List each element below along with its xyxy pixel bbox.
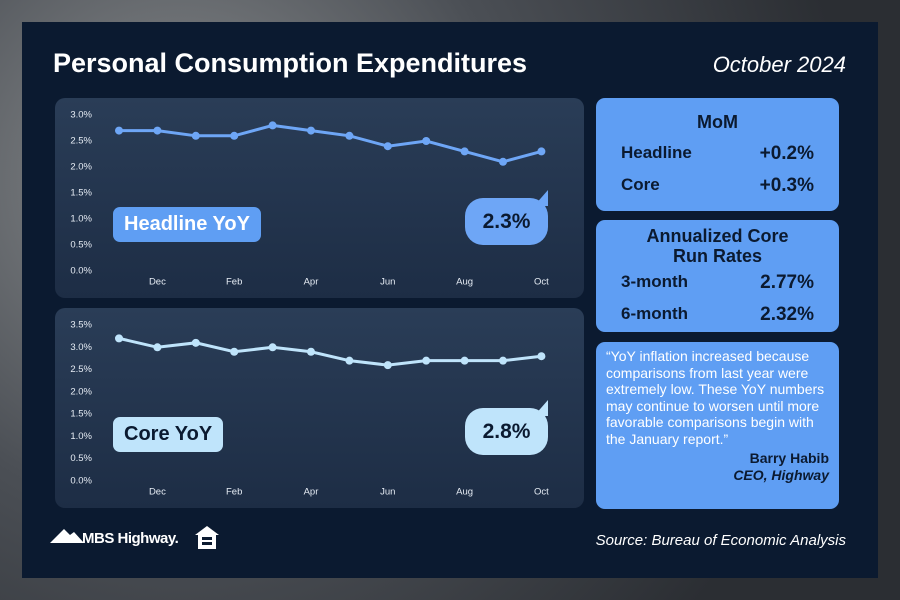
x-tick-label: Jun — [380, 487, 395, 498]
data-point — [307, 126, 315, 135]
y-tick-label: 1.5% — [70, 409, 92, 420]
x-tick-label: Jun — [380, 277, 395, 288]
y-tick-label: 2.5% — [70, 364, 92, 375]
x-tick-label: Feb — [226, 277, 242, 288]
data-point — [383, 361, 392, 370]
quote-box: “YoY inflation increased because compari… — [596, 342, 839, 509]
row: 6-month 2.32% — [596, 304, 839, 326]
page-title: Personal Consumption Expenditures — [53, 48, 528, 78]
quote-author: Barry Habib — [749, 450, 829, 466]
row: Core +0.3% — [596, 175, 839, 197]
data-point — [422, 137, 431, 145]
y-tick-label: 3.0% — [70, 110, 92, 121]
data-point — [268, 121, 277, 130]
series-line — [118, 336, 542, 367]
data-point — [383, 142, 392, 151]
y-tick-label: 1.0% — [70, 214, 92, 225]
value: +0.2% — [759, 143, 814, 164]
equal-housing-icon — [195, 526, 219, 549]
data-point — [230, 347, 239, 356]
data-point — [153, 343, 162, 352]
chart-panel: 0.0% 0.5% 1.0% 1.5% 2.0% 2.5% 3.0% Dec Feb Apr Jun… — [55, 98, 584, 298]
mom-box: MoM Headline +0.2% Core +0.3% — [596, 98, 839, 211]
label: Headline — [621, 143, 692, 162]
y-tick-label: 2.0% — [70, 386, 92, 397]
data-point — [499, 157, 507, 166]
data-point — [460, 147, 469, 156]
label: 6-month — [621, 304, 689, 323]
x-tick-label: Apr — [304, 487, 319, 498]
quote-role: CEO, Highway — [733, 466, 829, 483]
y-tick-label: 0.5% — [70, 453, 92, 464]
data-point — [153, 126, 162, 135]
row: 3-month 2.77% — [596, 272, 839, 294]
x-tick-label: Oct — [534, 277, 549, 288]
y-tick-label: 3.0% — [70, 342, 92, 353]
label: Core — [621, 175, 660, 194]
data-point — [191, 338, 200, 347]
y-tick-label: 1.5% — [70, 188, 92, 199]
data-point — [115, 334, 123, 343]
data-point — [499, 356, 507, 365]
date: October 2024 — [712, 52, 846, 77]
data-point — [115, 126, 123, 135]
value: +0.3% — [759, 175, 814, 196]
x-tick-label: Dec — [149, 277, 166, 288]
y-tick-label: 2.0% — [70, 162, 92, 173]
quote-text: “YoY inflation increased because compari… — [606, 348, 825, 447]
series-line — [119, 123, 542, 164]
y-tick-label: 2.5% — [70, 136, 92, 147]
data-point — [537, 147, 546, 156]
box-title: MoM — [697, 112, 738, 132]
x-tick-label: Oct — [534, 487, 549, 498]
value: 2.77% — [760, 272, 814, 293]
logo: MBS Highway. — [82, 530, 179, 547]
card: Personal Consumption Expenditures Octobe… — [22, 22, 878, 578]
chart-panel: 0.0% 0.5% 1.0% 1.5% 2.0% 2.5% 3.0% 3.5% Dec Feb Ap… — [55, 308, 584, 508]
data-point — [268, 343, 277, 352]
y-tick-label: 3.5% — [70, 320, 92, 331]
row: Headline +0.2% — [596, 143, 839, 165]
chart: 0.0% 0.5% 1.0% 1.5% 2.0% 2.5% 3.0% Dec Feb Apr Jun… — [70, 110, 549, 288]
box-title: Annualized Core Run Rates — [646, 226, 789, 266]
data-point — [537, 352, 546, 361]
y-tick-label: 0.5% — [70, 240, 92, 251]
data-point — [422, 356, 431, 365]
data-point — [460, 356, 469, 365]
label: 3-month — [621, 272, 689, 291]
y-tick-label: 0.0% — [70, 266, 92, 277]
y-tick-label: 0.0% — [70, 476, 92, 487]
data-point — [345, 356, 354, 365]
logo-icon — [50, 529, 84, 543]
data-point — [230, 131, 239, 140]
source: Source: Bureau of Economic Analysis — [595, 532, 846, 549]
chart: 0.0% 0.5% 1.0% 1.5% 2.0% 2.5% 3.0% 3.5% Dec Feb Ap… — [70, 320, 549, 498]
callout: 2.8% — [465, 408, 548, 455]
chart-title: Headline YoY — [113, 207, 261, 242]
data-point — [307, 347, 315, 356]
y-tick-label: 1.0% — [70, 431, 92, 442]
value: 2.32% — [760, 304, 814, 325]
run-rate-box: Annualized Core Run Rates 3-month 2.77% 6… — [596, 220, 839, 332]
callout: 2.3% — [465, 198, 548, 245]
x-tick-label: Aug — [456, 277, 473, 288]
x-tick-label: Dec — [149, 487, 166, 498]
x-tick-label: Apr — [304, 277, 319, 288]
data-point — [345, 131, 354, 140]
x-tick-label: Aug — [456, 487, 473, 498]
data-point — [191, 131, 200, 140]
chart-title: Core YoY — [113, 417, 224, 452]
x-tick-label: Feb — [226, 487, 242, 498]
